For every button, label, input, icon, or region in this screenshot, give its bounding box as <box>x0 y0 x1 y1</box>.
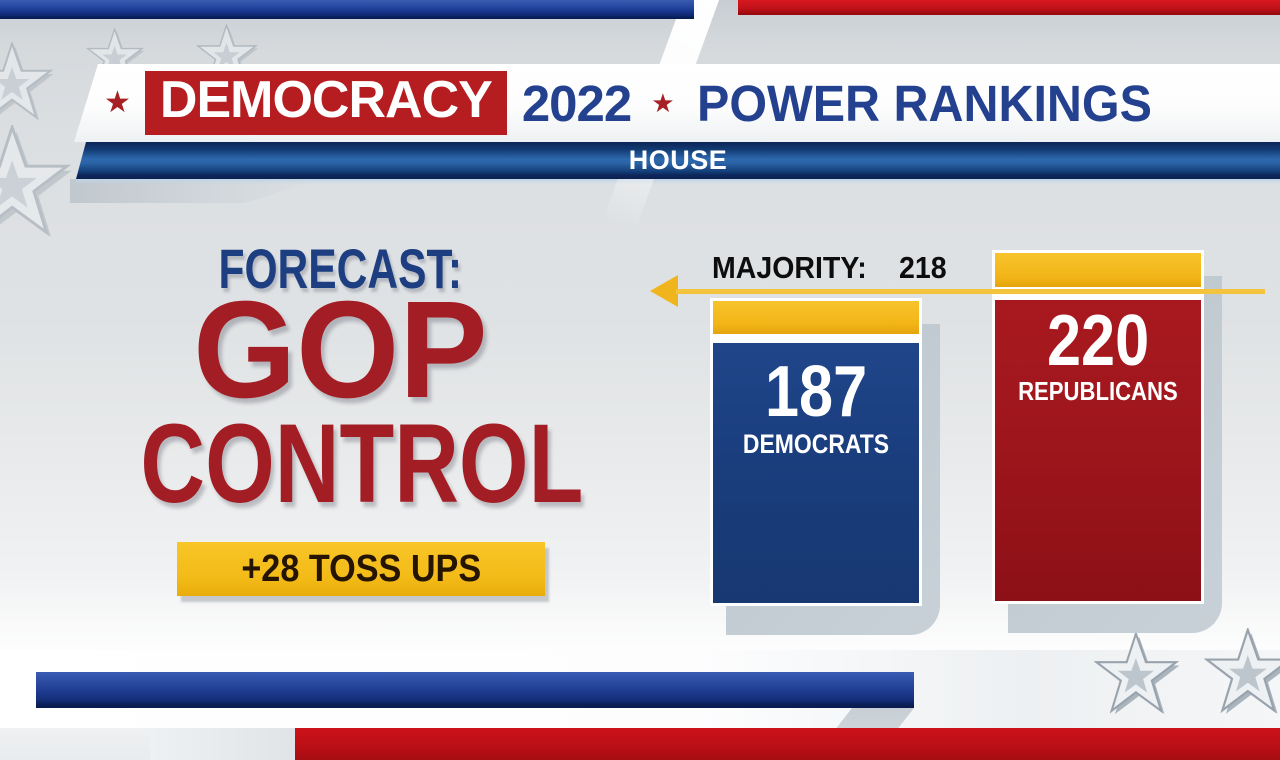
republicans-seat-count: 220 <box>1046 301 1150 381</box>
brand-year: 2022 <box>521 74 632 132</box>
star-icon: ★ <box>104 86 131 119</box>
democrats-bar-body: 187 DEMOCRATS <box>713 343 919 603</box>
top-red-bar <box>738 0 1280 15</box>
top-blue-bar <box>0 0 694 19</box>
show-title-banner: ★ DEMOCRACY 2022 ★ POWER RANKINGS <box>74 64 1280 142</box>
backdrop-star-icon <box>0 42 55 122</box>
republicans-bar: 220 REPUBLICANS <box>992 250 1222 633</box>
backdrop-star-icon <box>1205 628 1280 715</box>
forecast-headline-control: CONTROL <box>140 401 584 526</box>
bottom-left-strip <box>150 728 295 760</box>
tossups-badge: +28 TOSS UPS <box>177 542 545 596</box>
majority-label: MAJORITY: <box>712 250 867 285</box>
brand-subtitle: POWER RANKINGS <box>696 74 1152 132</box>
democrats-bar-inner: 187 DEMOCRATS <box>710 298 922 606</box>
majority-line-arrow-icon <box>650 275 678 307</box>
democrats-bar: 187 DEMOCRATS <box>710 298 940 635</box>
chamber-bar-glow <box>76 179 1280 184</box>
bar-divider <box>713 334 919 343</box>
forecast-headline-gop: GOP <box>192 273 488 427</box>
majority-annotation: MAJORITY: 218 <box>712 250 951 286</box>
bottom-red-band <box>295 728 1280 760</box>
democrats-tossup-cap <box>713 301 919 334</box>
republicans-bar-body: 220 REPUBLICANS <box>995 300 1201 601</box>
brand-title: DEMOCRACY <box>144 71 507 135</box>
forecast-kicker: FORECAST: <box>218 237 462 300</box>
star-icon: ★ <box>651 88 675 118</box>
majority-value: 218 <box>898 250 947 285</box>
majority-threshold-line <box>676 289 1265 294</box>
chamber-label: HOUSE <box>628 145 728 175</box>
republicans-label: REPUBLICANS <box>1018 376 1178 406</box>
backdrop-star-icon <box>0 125 73 239</box>
democrats-label: DEMOCRATS <box>742 429 890 459</box>
republicans-tossup-cap <box>995 253 1201 287</box>
bottom-blue-bar <box>36 672 914 708</box>
republicans-bar-inner: 220 REPUBLICANS <box>992 250 1204 604</box>
democrats-seat-count: 187 <box>764 352 868 432</box>
chamber-bar: HOUSE <box>76 142 1280 179</box>
backdrop-star-icon <box>1095 632 1181 716</box>
